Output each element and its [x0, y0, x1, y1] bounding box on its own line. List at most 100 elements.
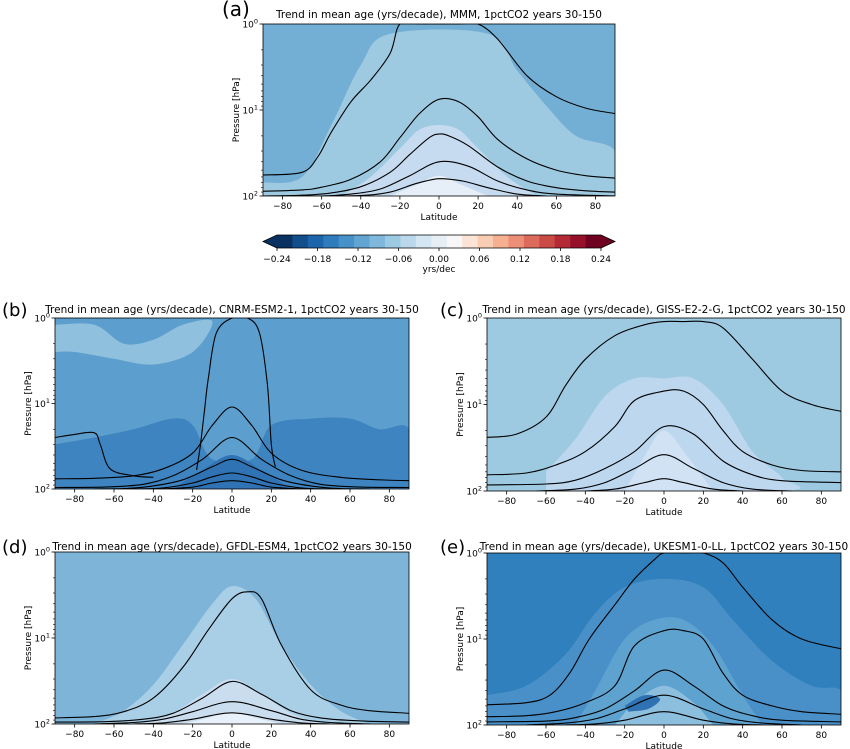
y-tick-label: 102: [466, 719, 482, 732]
x-tick-label: −20: [183, 495, 202, 505]
x-tick-label: −40: [351, 202, 370, 212]
y-tick-label: 100: [242, 18, 258, 31]
colorbar-tick-label: 0.18: [550, 255, 570, 265]
contour-lines: [263, 24, 615, 196]
colorbar-swatch: [477, 235, 494, 248]
x-axis-label: Latitude: [213, 506, 251, 516]
contour-line: [487, 425, 841, 486]
panel-letter: (a): [222, 0, 250, 21]
y-axis-label: Pressure [hPa]: [232, 78, 242, 143]
colorbar-tick-label: −0.18: [304, 255, 332, 265]
y-tick-label: 102: [242, 190, 258, 203]
y-tick-label: 101: [34, 397, 50, 410]
panel-title: Trend in mean age (yrs/decade), UKESM1-0…: [479, 541, 848, 553]
contour-line: [487, 628, 841, 718]
x-tick-label: −60: [537, 731, 556, 741]
filled-contours: [55, 552, 409, 724]
x-tick-label: 80: [384, 495, 396, 505]
panel-a: −80 −60 −40 −20 0 20 40 60 80 100 101 102 Latitude Pr…: [222, 0, 616, 223]
contour-line: [331, 178, 547, 196]
panel-letter: (e): [440, 537, 465, 558]
x-tick-label: −40: [576, 731, 595, 741]
y-tick-label: 100: [34, 546, 50, 559]
x-tick-label: 40: [737, 497, 749, 507]
contour-lines: [55, 318, 409, 489]
colorbar-swatch: [585, 235, 602, 248]
panel-title: Trend in mean age (yrs/decade), MMM, 1pc…: [275, 9, 602, 21]
x-tick-label: −60: [105, 730, 124, 740]
colorbar-tick-label: 0.06: [469, 255, 489, 265]
colorbar-tick-label: 0.00: [429, 255, 449, 265]
contour-line: [585, 478, 743, 491]
y-tick-label: 100: [466, 547, 482, 560]
x-tick-label: 20: [266, 730, 278, 740]
contour-fill-region: [182, 711, 282, 724]
contour-line: [133, 472, 331, 489]
x-tick-label: 40: [305, 495, 317, 505]
panel-c: −80 −60 −40 −20 0 20 40 60 80 100 101 102 Latitude Pr…: [440, 300, 846, 518]
x-axis-label: Latitude: [645, 742, 683, 749]
contour-fill-region: [614, 685, 714, 725]
x-tick-label: 80: [384, 730, 396, 740]
x-tick-label: 20: [266, 495, 278, 505]
panel-title: Trend in mean age (yrs/decade), GFDL-ESM…: [51, 541, 412, 553]
panel-letter: (c): [440, 300, 464, 321]
colorbar-swatch: [385, 235, 401, 248]
colorbar: −0.24 −0.18 −0.12 −0.06 0.00 0.06 0.12 0.18 0.24…: [262, 234, 616, 275]
contour-line: [487, 553, 841, 706]
y-tick-label: 102: [466, 485, 482, 498]
colorbar-swatch: [462, 235, 478, 248]
x-tick-label: 0: [229, 495, 235, 505]
colorbar-swatch: [323, 235, 340, 248]
contour-line: [55, 591, 409, 719]
x-tick-label: 60: [551, 202, 563, 212]
colorbar-swatch: [292, 235, 309, 248]
colorbar-swatch: [539, 235, 556, 248]
colorbar-swatch: [508, 235, 525, 248]
x-tick-label: −60: [105, 495, 124, 505]
contour-line: [55, 406, 409, 482]
contour-fill-region: [55, 319, 213, 365]
x-tick-label: 60: [776, 731, 788, 741]
panel-e: −80 −60 −40 −20 0 20 40 60 80 100 101 102 Latitude Pr…: [440, 537, 848, 749]
filled-contours: [55, 318, 409, 489]
filled-contours: [487, 553, 841, 725]
contour-line: [263, 97, 615, 192]
panel-title: Trend in mean age (yrs/decade), GISS-E2-…: [481, 304, 845, 316]
colorbar-swatch: [446, 235, 463, 248]
x-tick-label: −40: [144, 495, 163, 505]
contour-line: [163, 480, 301, 489]
x-tick-label: 80: [816, 497, 828, 507]
contour-line: [55, 436, 409, 489]
colorbar-swatch: [431, 235, 448, 248]
x-tick-label: 0: [661, 497, 667, 507]
contour-fill-region: [341, 124, 537, 196]
colorbar-swatch: [523, 235, 540, 248]
panel-d: −80 −60 −40 −20 0 20 40 60 80 100 101 102 Latitude Pr…: [2, 537, 412, 749]
contour-fill-region: [55, 417, 409, 489]
y-tick-label: 101: [466, 398, 482, 411]
contour-lines: [487, 320, 841, 491]
contour-lines: [55, 591, 409, 724]
contour-fill-region: [624, 430, 714, 491]
contour-lines: [487, 553, 841, 725]
x-tick-label: −40: [144, 730, 163, 740]
filled-contours: [487, 318, 841, 491]
contour-line: [526, 694, 802, 725]
contour-fill-region: [546, 376, 801, 491]
x-tick-label: −40: [576, 497, 595, 507]
colorbar-swatch: [277, 235, 293, 248]
colorbar-swatch: [354, 235, 370, 248]
x-tick-label: −20: [183, 730, 202, 740]
y-tick-label: 101: [466, 633, 482, 646]
colorbar-swatch: [493, 235, 509, 248]
contour-line: [196, 318, 276, 471]
y-axis-label: Pressure [hPa]: [24, 606, 34, 671]
y-axis-label: Pressure [hPa]: [456, 607, 466, 672]
x-tick-label: 80: [590, 202, 602, 212]
x-tick-label: 80: [816, 731, 828, 741]
panel-letter: (b): [2, 300, 27, 321]
contour-line: [487, 669, 841, 723]
x-tick-label: −60: [312, 202, 331, 212]
